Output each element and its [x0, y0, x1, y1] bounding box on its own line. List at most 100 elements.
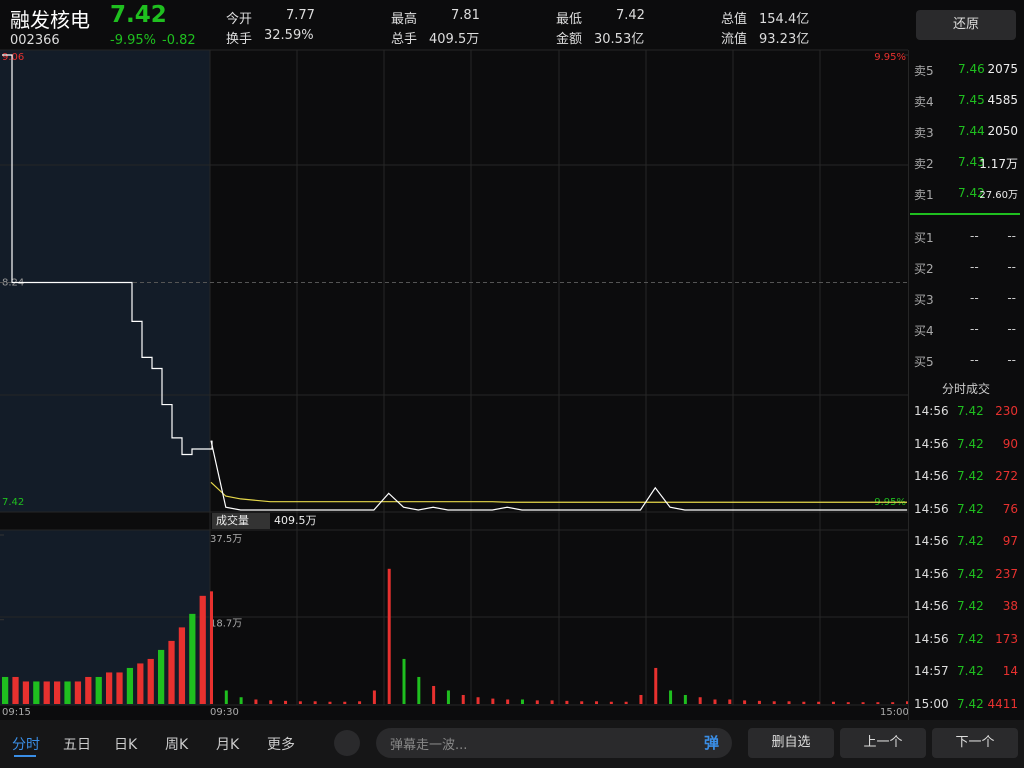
stat-value: 7.42 — [616, 8, 645, 23]
trade-price: 7.42 — [957, 696, 984, 711]
footer-button[interactable]: 上一个 — [840, 728, 926, 758]
volume-bar — [595, 701, 599, 704]
volume-bar — [298, 701, 302, 704]
danmu-input[interactable] — [376, 728, 732, 758]
tab[interactable]: 月K — [216, 737, 240, 753]
pre-volume-bar — [116, 672, 123, 704]
volume-bar — [387, 568, 391, 704]
volume-bar — [343, 701, 347, 704]
chart: 成交量 409.5万 9.068.247.429.95%-9.95%09:15 0… — [0, 49, 908, 718]
bid-volume: -- — [1007, 229, 1016, 243]
trade-time: 14:56 — [914, 469, 949, 483]
volume-bar — [861, 702, 865, 704]
pre-volume-bar — [189, 613, 196, 704]
footer-button[interactable]: 删自选 — [748, 728, 834, 758]
bid-price: -- — [970, 353, 979, 367]
trade-price: 7.42 — [957, 436, 984, 451]
stat-value: 154.4亿 — [759, 12, 810, 27]
volume-bar — [446, 690, 450, 704]
change: -0.82 — [162, 33, 196, 48]
volume-bar — [876, 702, 880, 704]
danmu-button[interactable]: 弹 — [704, 734, 720, 752]
volume-bar — [254, 699, 258, 704]
tab[interactable]: 五日 — [63, 737, 91, 753]
volume-selector[interactable] — [212, 513, 270, 529]
ask-price: 7.45 — [958, 93, 985, 107]
volume-bar — [402, 658, 406, 704]
trade-time: 14:56 — [914, 631, 949, 646]
trade-time: 15:00 — [914, 696, 949, 711]
pre-volume-bar — [2, 676, 9, 704]
v-tick-label: 18.7万 — [210, 619, 242, 630]
volume-bar — [535, 700, 539, 704]
trade-price: 7.42 — [957, 599, 984, 613]
stat-label: 今开 — [226, 12, 253, 27]
trade-volume: 272 — [995, 469, 1018, 483]
tab[interactable]: 更多 — [267, 737, 295, 753]
stat-value: 93.23亿 — [759, 32, 810, 47]
danmu-icon[interactable] — [334, 730, 360, 756]
stat-label: 换手 — [226, 32, 253, 47]
trade-time: 14:56 — [914, 599, 949, 613]
bid-volume: -- — [1007, 353, 1016, 367]
volume-bar — [580, 701, 584, 704]
trade-volume: 76 — [1002, 501, 1018, 516]
pre-price-line — [2, 54, 213, 456]
ask-volume: 2050 — [987, 124, 1018, 138]
trade-volume: 14 — [1002, 664, 1018, 678]
pre-volume-bar — [12, 676, 19, 704]
volume-bar — [698, 697, 702, 704]
v-tick-label: 37.5万 — [210, 534, 242, 545]
trade-price: 7.42 — [957, 469, 984, 483]
pre-volume-bar — [126, 667, 134, 704]
bid-price: -- — [970, 260, 979, 274]
pre-volume-bar — [33, 681, 40, 704]
volume-label[interactable]: 成交量 — [216, 513, 249, 527]
trades-title[interactable]: 分时成交 — [942, 382, 991, 396]
pre-volume-bar — [178, 627, 186, 704]
volume-bar — [609, 701, 613, 704]
volume-bar — [817, 701, 821, 704]
trade-time: 14:56 — [914, 566, 949, 581]
y-tick-label: 7.42 — [2, 497, 24, 508]
pre-volume-bar — [158, 649, 165, 704]
bid-volume: -- — [1007, 322, 1016, 336]
stat-label: 最高 — [391, 12, 418, 27]
bid-price: -- — [970, 229, 979, 243]
divider — [908, 50, 909, 720]
ask-volume: 27.60万 — [979, 190, 1018, 201]
volume-bar — [358, 701, 362, 704]
volume-bar — [565, 700, 569, 704]
trade-price: 7.42 — [957, 566, 984, 581]
stat-value: 7.77 — [286, 8, 315, 23]
bid-volume: -- — [1007, 260, 1016, 274]
x-tick-label: 09:30 — [210, 707, 239, 718]
ask-price: 7.42 — [958, 186, 985, 200]
restore-button[interactable]: 还原 — [916, 10, 1016, 40]
ask-price: 7.44 — [958, 124, 985, 138]
trade-time: 14:56 — [914, 501, 949, 516]
volume-bar — [728, 699, 732, 704]
trade-volume: 90 — [1002, 436, 1018, 451]
stock-price: 7.42 — [110, 2, 167, 28]
bid-label: 买2 — [914, 262, 934, 276]
volume-bar — [906, 701, 908, 704]
tab[interactable]: 日K — [114, 737, 138, 753]
volume-bar — [831, 701, 835, 704]
tab[interactable]: 分时 — [12, 737, 40, 753]
trade-price: 7.42 — [957, 404, 984, 418]
y2-tick-label: 9.95% — [874, 52, 906, 63]
danmu-placeholder[interactable]: 弹幕走一波... — [390, 738, 468, 753]
volume-bar — [372, 690, 376, 704]
stat-label: 总手 — [391, 32, 418, 47]
trade-price: 7.42 — [957, 631, 984, 646]
x-tick-label: 15:00 — [880, 707, 908, 718]
stock-code: 002366 — [10, 33, 60, 48]
volume-bar — [284, 700, 288, 704]
pre-volume-bar — [106, 672, 113, 704]
trade-price: 7.42 — [957, 664, 984, 678]
pre-volume-bar — [85, 676, 92, 704]
footer-button[interactable]: 下一个 — [932, 728, 1018, 758]
stat-value: 409.5万 — [429, 32, 480, 47]
tab[interactable]: 周K — [165, 737, 189, 753]
